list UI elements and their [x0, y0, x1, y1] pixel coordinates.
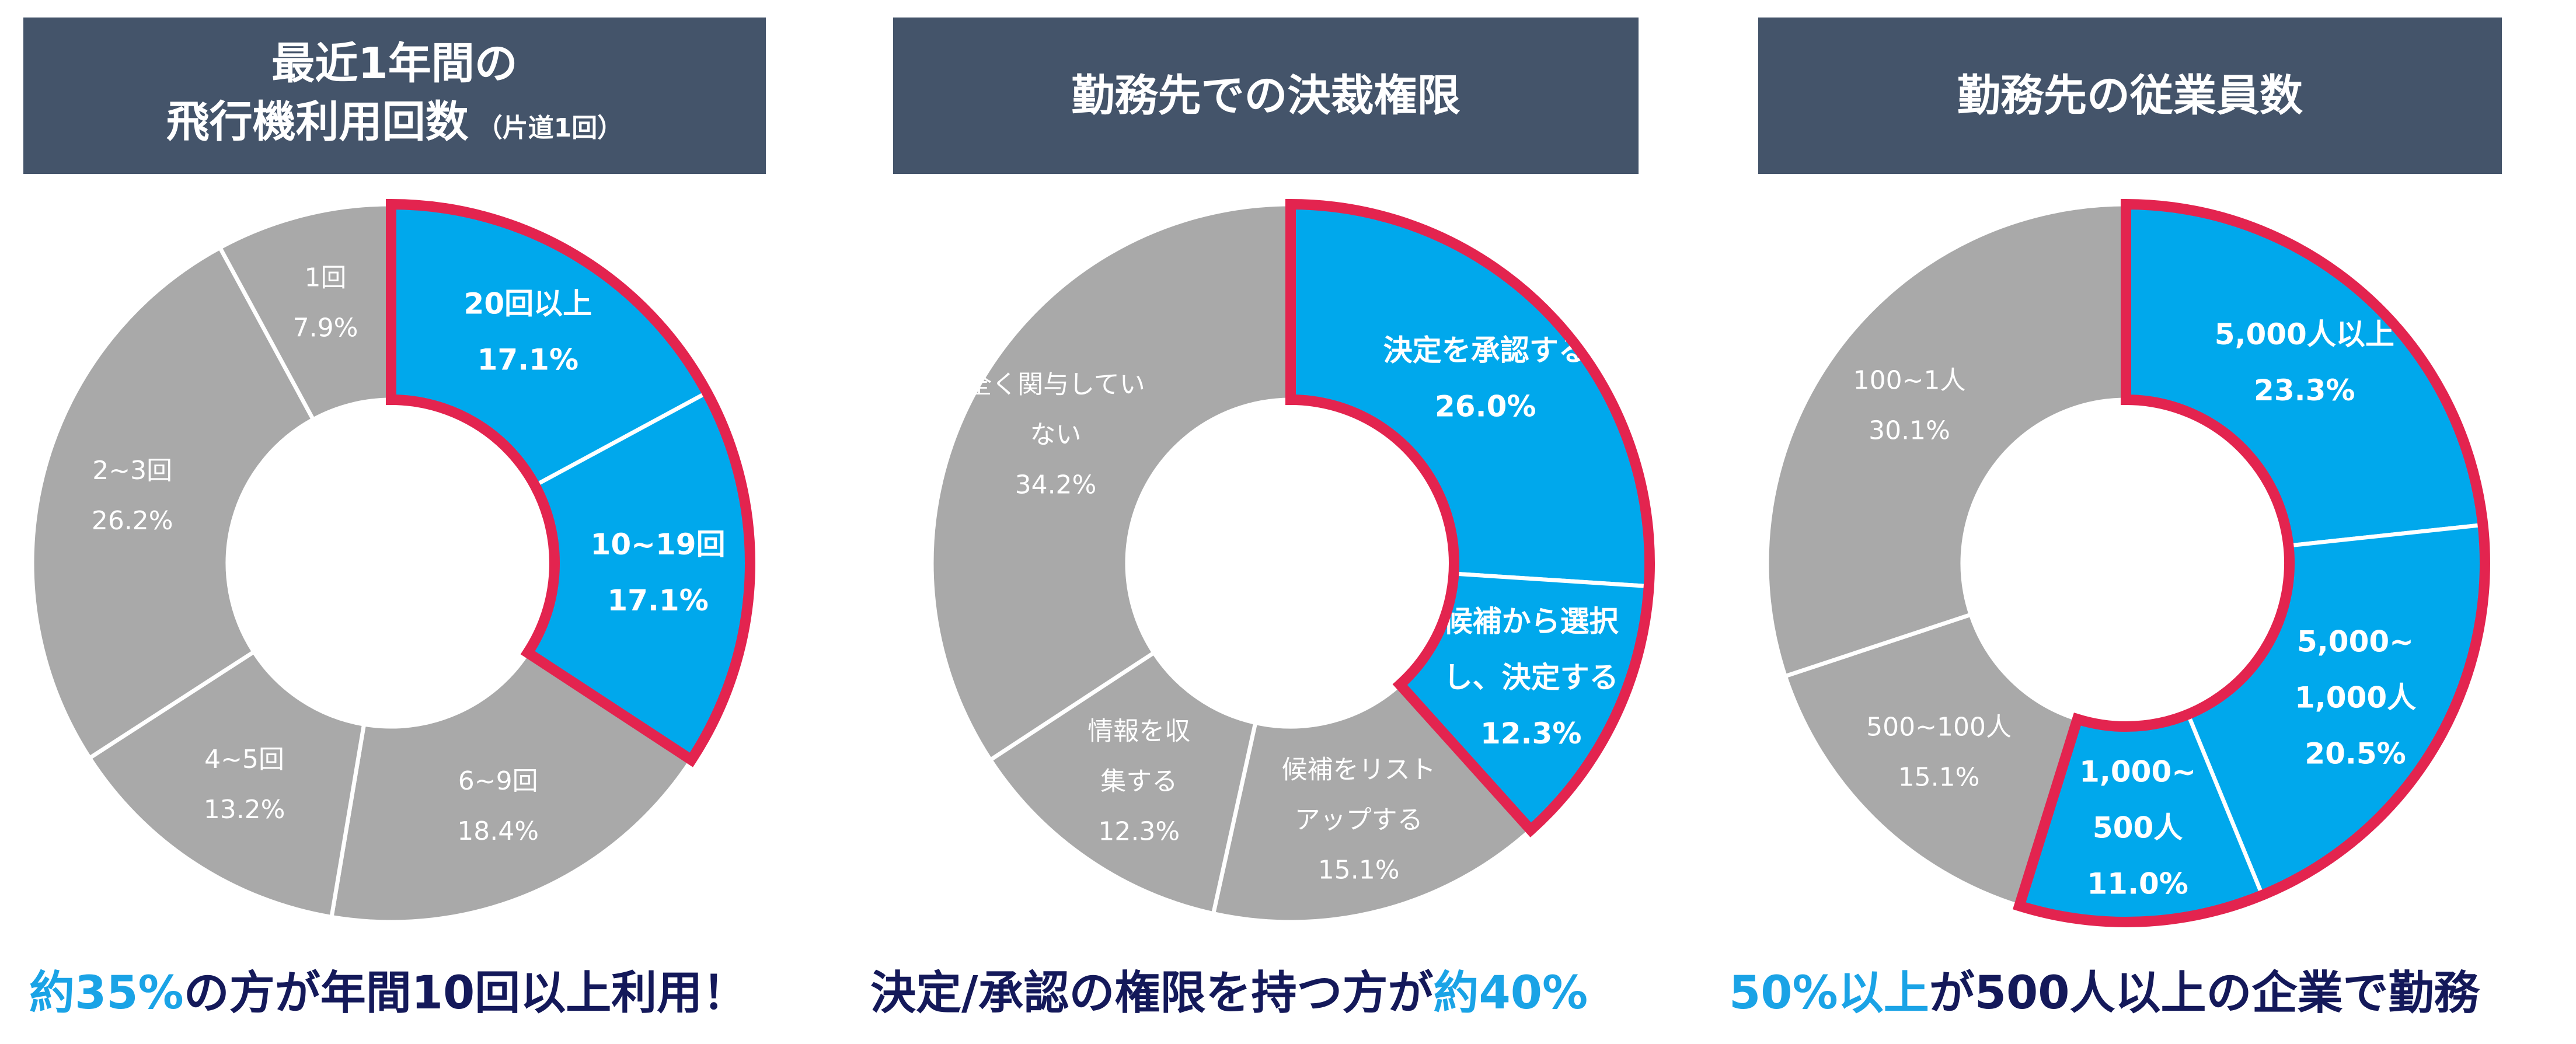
header-line1: 勤務先での決裁権限 [1071, 71, 1460, 121]
slice-value-label: 17.1% [477, 343, 578, 377]
slice-category-label: 500人 [2093, 811, 2183, 845]
slice-category-label: アップする [1295, 805, 1423, 834]
donut-slice [30, 245, 316, 761]
panel-header: 勤務先での決裁権限 [893, 18, 1639, 174]
donut-slice [929, 202, 1293, 763]
header-line1: 勤務先の従業員数 [1957, 71, 2303, 121]
header-line2: 飛行機利用回数 [166, 96, 469, 147]
slice-category-label: 2~3回 [92, 456, 172, 486]
slice-value-label: 12.3% [1098, 817, 1180, 847]
slice-value-label: 23.3% [2254, 373, 2355, 407]
caption-part: の方が年間10回以上利用！ [183, 967, 748, 1019]
slice-category-label: 1,000~ [2079, 755, 2196, 789]
donut-chart-flight-usage: 20回以上 17.1% 10~19回 17.1% 6~9回 18.4% 4~5回 13.2% 2… [30, 198, 755, 924]
slice-value-label: 11.0% [2087, 867, 2188, 901]
slice-category-label: 10~19回 [591, 528, 726, 561]
slice-category-label: 4~5回 [204, 745, 284, 774]
donut-slice [86, 649, 367, 920]
panel-flight-usage: 最近1年間の 飛行機利用回数 （片道1回） 20回以上 17.1% 10~19回 17.… [0, 0, 859, 1044]
panel-header: 勤務先の従業員数 [1758, 18, 2502, 174]
slice-value-label: 26.0% [1435, 390, 1536, 424]
slice-category-label: 集する [1100, 767, 1177, 797]
highlight-outline [2013, 198, 2491, 927]
slice-value-label: 20.5% [2305, 737, 2406, 771]
slice-category-label: 決定を承認する [1383, 334, 1588, 368]
panel-header: 最近1年間の 飛行機利用回数 （片道1回） [23, 18, 766, 174]
slice-value-label: 18.4% [457, 816, 539, 846]
slice-category-label: 20回以上 [464, 287, 592, 321]
slice-value-label: 17.1% [607, 584, 708, 617]
slice-category-label: 5,000人以上 [2215, 317, 2394, 351]
slice-value-label: 7.9% [293, 313, 358, 343]
slice-value-label: 15.1% [1318, 855, 1400, 885]
donut-chart-employee-count: 5,000人以上 23.3% 5,000~ 1,000人 20.5% 1,000~ 500人… [1765, 198, 2491, 927]
highlight-outline [1285, 198, 1655, 837]
slice-category-label: 候補をリスト [1282, 755, 1436, 784]
donut-slice [1765, 202, 2128, 679]
slice-category-label: 100~1人 [1853, 365, 1966, 395]
caption-part: 約35% [29, 967, 184, 1019]
slice-category-label: し、決定する [1444, 661, 1619, 694]
slice-category-label: 情報を収 [1087, 717, 1190, 746]
panel-decision-authority: 勤務先での決裁権限 決定を承認する 26.0% 候補から選択 し、決定する 12.3% 候… [859, 0, 1717, 1044]
slice-value-label: 34.2% [1015, 470, 1097, 500]
slice-category-label: 1,000人 [2295, 681, 2416, 715]
slice-category-label: ない [1030, 420, 1081, 450]
caption-part: 50%以上 [1729, 967, 1929, 1019]
donut-slice [217, 202, 393, 423]
caption-part: 約40% [1433, 967, 1588, 1019]
slice-value-label: 30.1% [1869, 415, 1950, 445]
slice-value-label: 13.2% [204, 795, 285, 825]
donut-slice [1782, 612, 2080, 909]
slice-category-label: 1回 [305, 263, 347, 293]
header-note: （片道1回） [476, 113, 623, 143]
slice-category-label: 500~100人 [1866, 713, 2012, 742]
highlight-outline [386, 198, 755, 767]
slice-value-label: 15.1% [1898, 763, 1980, 792]
slice-value-label: 26.2% [92, 506, 173, 536]
slice-value-label: 12.3% [1480, 717, 1581, 750]
slice-category-label: 候補から選択 [1444, 605, 1619, 638]
slice-category-label: 5,000~ [2297, 625, 2414, 659]
caption-part: が500人以上の企業で勤務 [1929, 967, 2480, 1019]
panel-employee-count: 勤務先の従業員数 5,000人以上 23.3% 5,000~ 1,000人 20.5% 1… [1717, 0, 2576, 1044]
caption-flight-usage: 約35% の方が年間10回以上利用！ [29, 957, 748, 1021]
caption-part: 決定/承認の権限を持つ方が [870, 967, 1434, 1019]
header-line1: 最近1年間の [271, 38, 518, 89]
slice-category-label: 6~9回 [458, 766, 538, 796]
slice-category-label: 全く関与してい [966, 370, 1145, 400]
caption-decision-authority: 決定/承認の権限を持つ方が 約40% [870, 957, 1588, 1021]
donut-slice [329, 650, 695, 924]
caption-employee-count: 50%以上 が500人以上の企業で勤務 [1729, 957, 2480, 1021]
